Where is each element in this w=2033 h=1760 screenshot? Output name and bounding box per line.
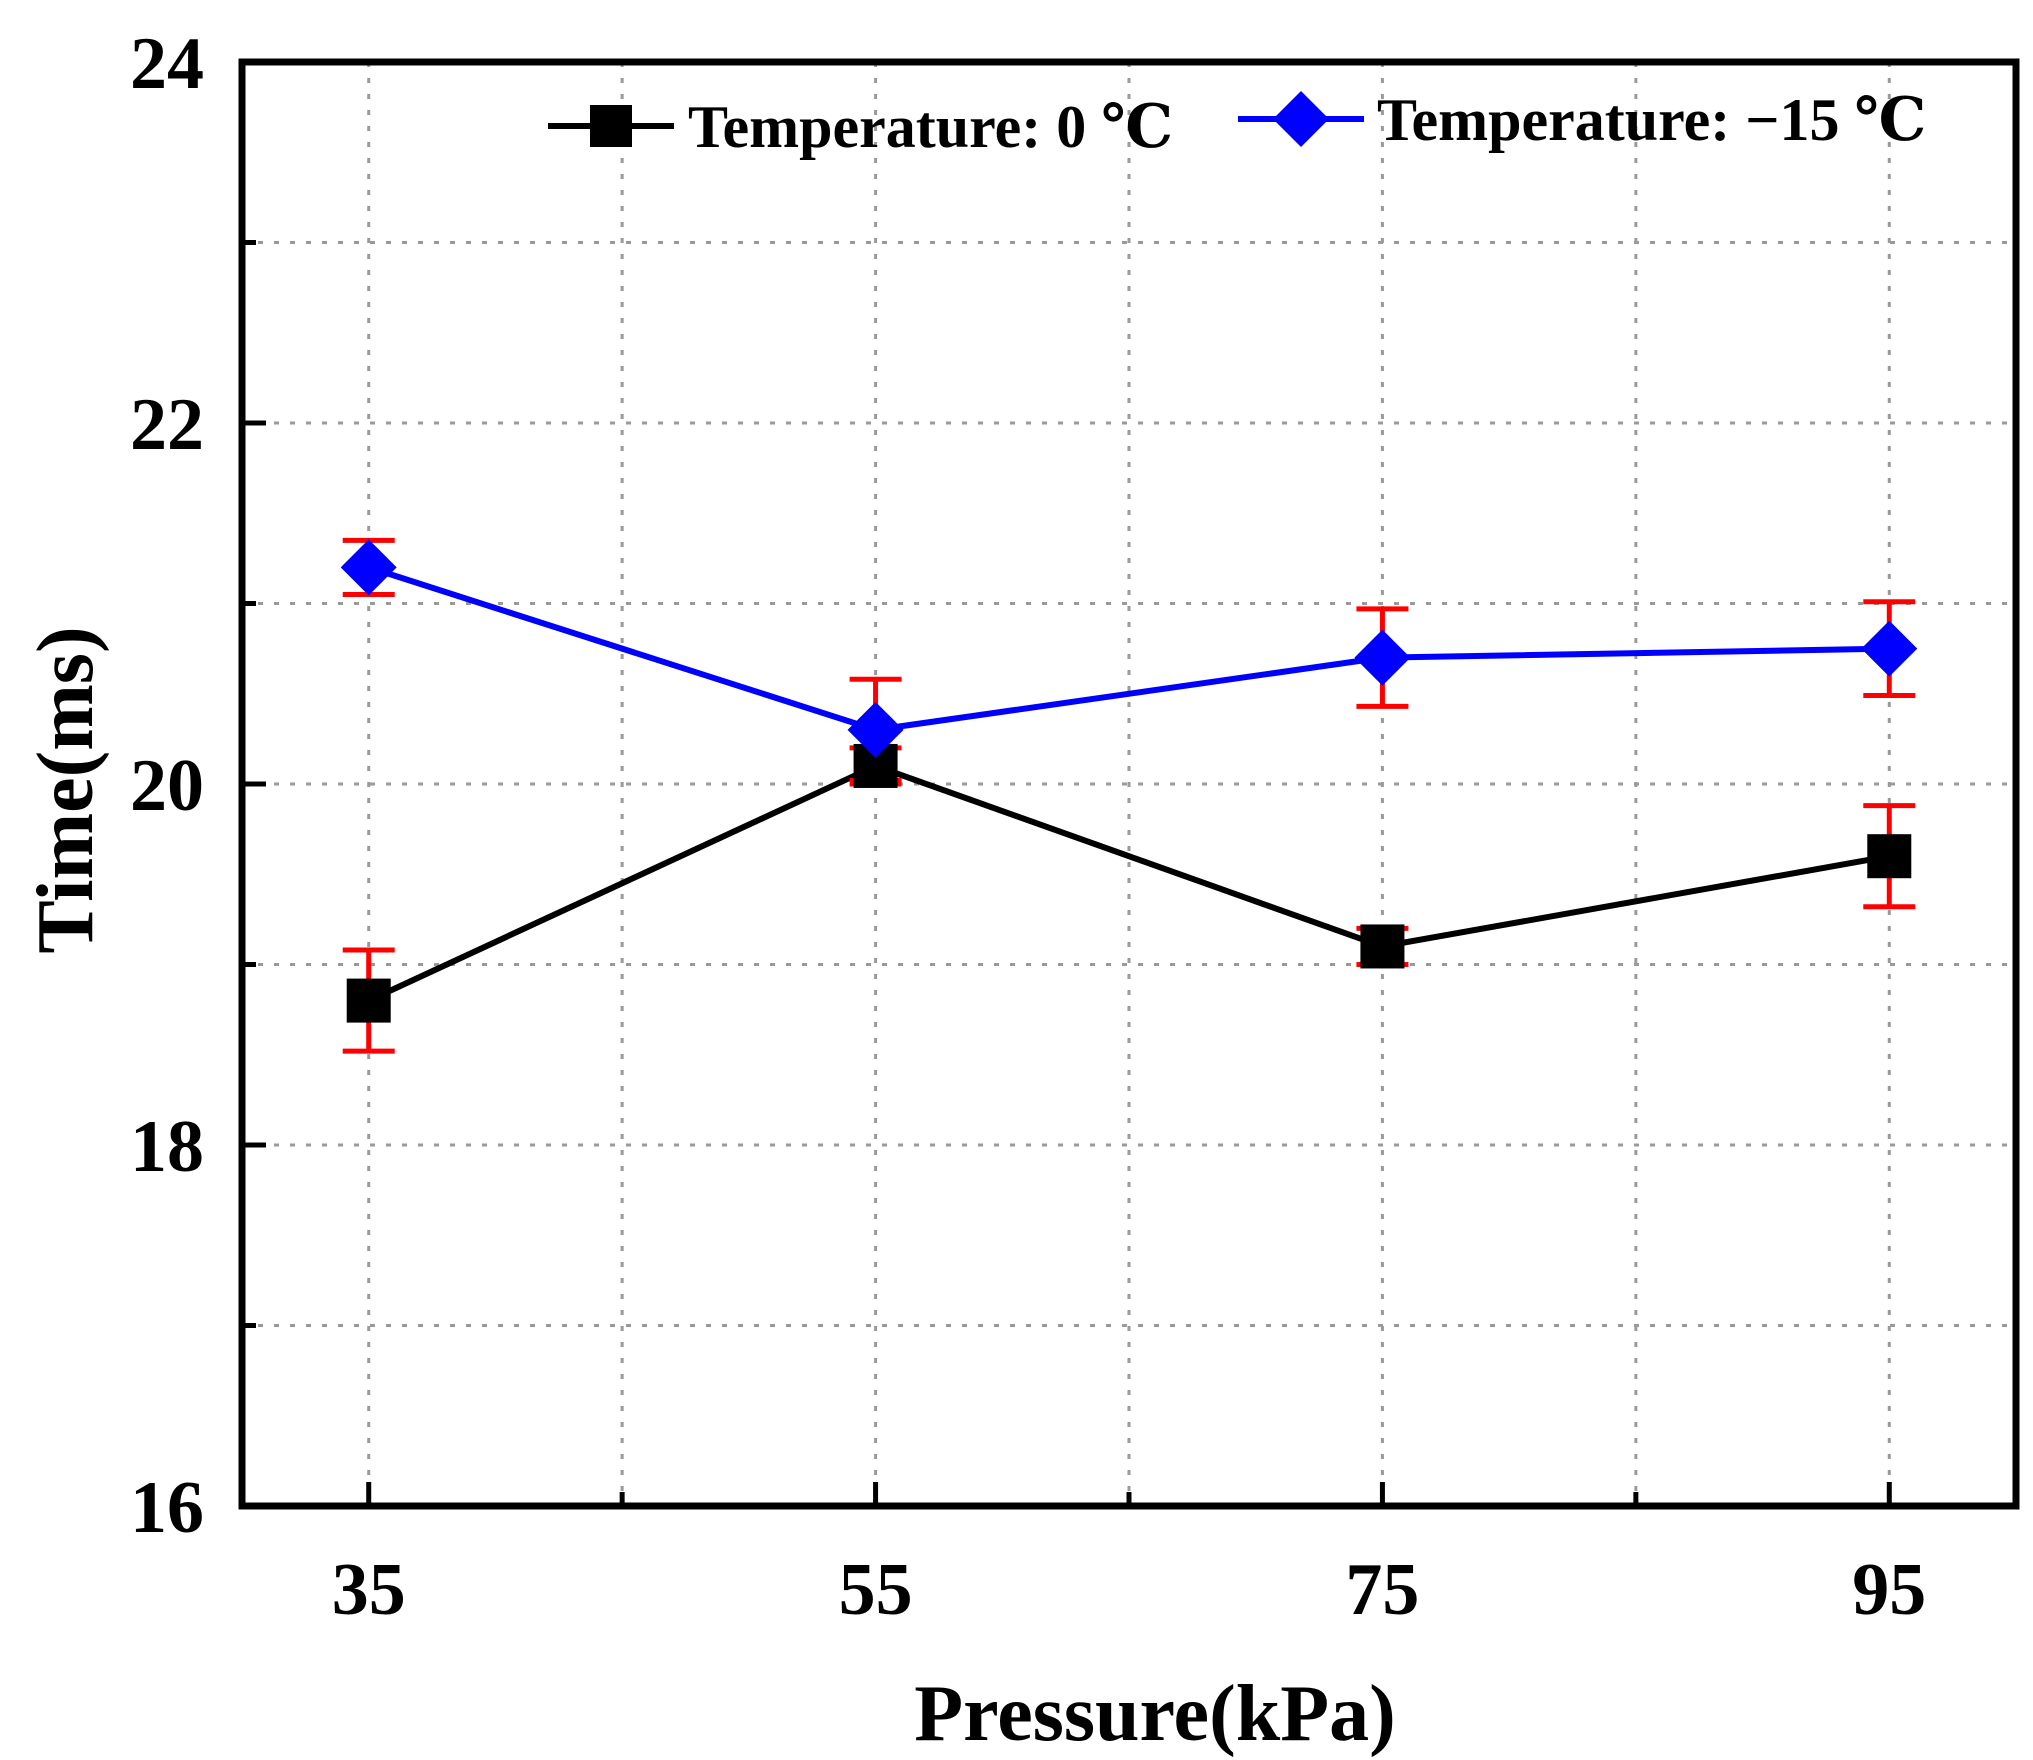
x-tick-label: 95 bbox=[1852, 1549, 1926, 1631]
grid bbox=[242, 62, 2016, 1506]
data-point-series-1 bbox=[340, 539, 397, 596]
data-point-series-0 bbox=[346, 978, 391, 1023]
x-tick-label: 75 bbox=[1345, 1549, 1419, 1631]
legend-label-series-0: Temperature: 0 ℃ bbox=[688, 94, 1173, 160]
series-line-1 bbox=[367, 564, 1890, 733]
data-point-series-1 bbox=[1354, 629, 1411, 686]
legend-marker-series-1 bbox=[1273, 91, 1329, 147]
y-tick-label: 24 bbox=[130, 23, 204, 105]
axis-ticks bbox=[242, 59, 1892, 1509]
y-tick-label: 18 bbox=[130, 1106, 204, 1188]
data-point-series-1 bbox=[847, 701, 904, 758]
series-lines bbox=[367, 564, 1890, 1004]
x-tick-label: 35 bbox=[332, 1549, 406, 1631]
x-axis-title: Pressure(kPa) bbox=[914, 1670, 1395, 1758]
tick-labels: 16 18 20 22 24 35 55 75 95 bbox=[130, 23, 1926, 1631]
series-line-0 bbox=[367, 762, 1890, 1004]
y-tick-label: 22 bbox=[130, 384, 204, 466]
y-axis-title: Time(ms) bbox=[22, 626, 110, 953]
y-tick-label: 20 bbox=[130, 745, 204, 827]
legend-label-series-1: Temperature: −15 ℃ bbox=[1377, 87, 1926, 153]
data-point-series-1 bbox=[1861, 620, 1918, 677]
y-tick-label: 16 bbox=[130, 1467, 204, 1549]
legend-marker-series-0 bbox=[590, 105, 632, 147]
markers bbox=[340, 539, 1918, 1023]
legend: Temperature: 0 ℃ Temperature: −15 ℃ bbox=[548, 87, 1926, 160]
data-point-series-0 bbox=[1360, 924, 1405, 969]
data-point-series-0 bbox=[1867, 834, 1912, 879]
x-tick-label: 55 bbox=[839, 1549, 913, 1631]
